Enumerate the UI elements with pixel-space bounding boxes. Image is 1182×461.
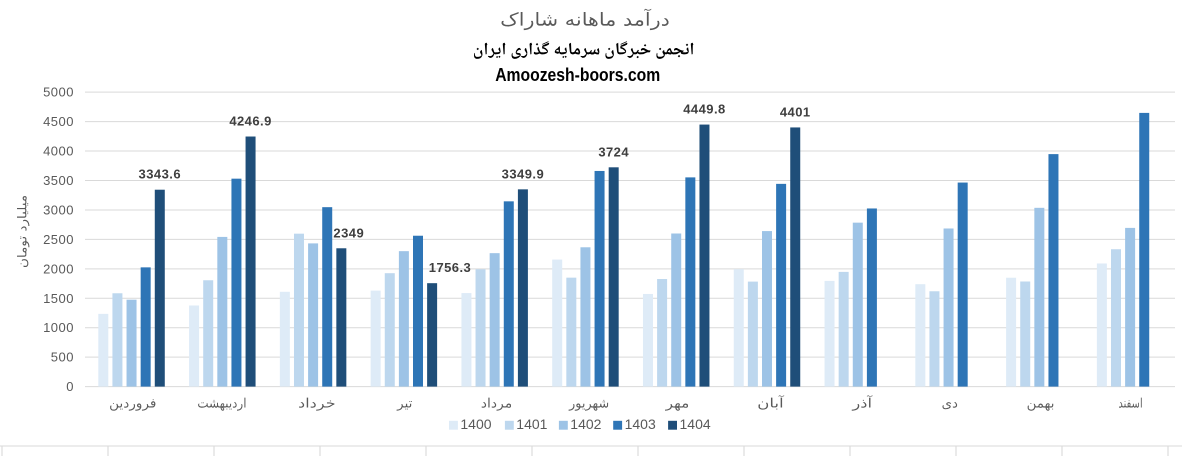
svg-text:4449.8: 4449.8	[683, 102, 725, 117]
svg-text:0: 0	[66, 379, 74, 394]
svg-text:2349: 2349	[333, 225, 364, 240]
svg-text:1000: 1000	[43, 320, 74, 335]
svg-text:1401: 1401	[516, 416, 547, 432]
svg-text:3000: 3000	[43, 202, 74, 217]
svg-text:1404: 1404	[680, 416, 711, 432]
svg-text:4000: 4000	[43, 144, 74, 159]
svg-text:3349.9: 3349.9	[502, 166, 544, 181]
svg-text:2000: 2000	[43, 261, 74, 276]
svg-text:1756.3: 1756.3	[429, 260, 471, 275]
svg-text:3500: 3500	[43, 173, 74, 188]
svg-text:2500: 2500	[43, 232, 74, 247]
svg-text:1402: 1402	[570, 416, 601, 432]
svg-text:4500: 4500	[43, 114, 74, 129]
svg-text:4401: 4401	[780, 104, 811, 119]
svg-text:5000: 5000	[43, 85, 74, 100]
svg-text:500: 500	[51, 350, 74, 365]
svg-text:4246.9: 4246.9	[229, 114, 271, 129]
svg-text:1400: 1400	[460, 416, 491, 432]
svg-text:Amoozesh-boors.com: Amoozesh-boors.com	[495, 65, 660, 85]
svg-text:3343.6: 3343.6	[139, 167, 181, 182]
svg-text:3724: 3724	[598, 144, 629, 159]
svg-text:1500: 1500	[43, 291, 74, 306]
svg-text:1403: 1403	[625, 416, 656, 432]
